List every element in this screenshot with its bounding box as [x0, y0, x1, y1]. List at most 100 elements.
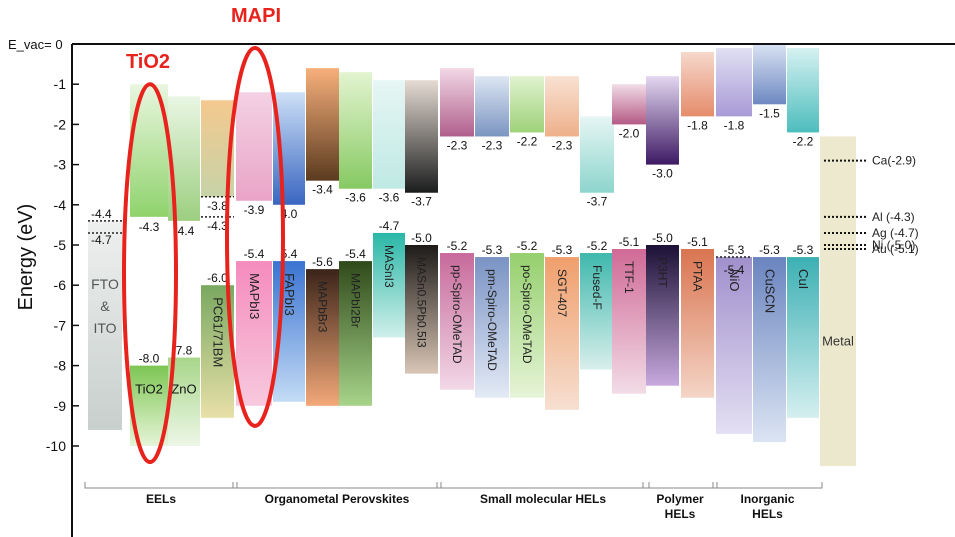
material-label-fapbi3: FAPbI3 [282, 273, 297, 316]
material-label-po-spiro-ometad: po-Spiro-OMeTAD [520, 265, 534, 364]
conduction-band-fused-f [580, 116, 614, 193]
valence-band-cui [787, 257, 819, 418]
value-label-layer: -4.4 -4.7 -4.3 -8.0 -4.4 7.8 -3.8 -6.0 -4.3 -3.9 -… [91, 106, 919, 365]
conduction-band-pm-spiro-ometad [475, 76, 509, 137]
lumo-label-p3ht: -3.0 [652, 167, 673, 181]
metal-label: Al (-4.3) [872, 210, 915, 224]
conduction-band-p3ht [646, 76, 679, 165]
y-tick-label: -4 [54, 197, 67, 213]
homo-label-pm-spiro-ometad: -5.3 [482, 243, 503, 257]
lumo-label-cuscn: -1.5 [759, 106, 780, 120]
conduction-band-mapbi3 [236, 92, 272, 201]
conduction-band-sgt-407 [545, 76, 579, 137]
conduction-band-ptaa [681, 52, 714, 117]
group-label-organometal-perovskites: Organometal Perovskites [265, 492, 410, 506]
lumo-label-ptaa: -1.8 [687, 118, 708, 132]
y-tick-label: -1 [54, 76, 67, 92]
mapi-highlight-ellipse [225, 46, 285, 428]
valence-band-mapbi3 [236, 261, 272, 406]
y-tick-label: -7 [54, 317, 67, 333]
tio2-highlight-ellipse [122, 82, 178, 465]
lumo-label-zno: -4.4 [174, 224, 195, 238]
homo-label-masni3: -4.7 [379, 219, 400, 233]
band-metal [820, 136, 856, 467]
homo-label-pp-spiro-ometad: -5.2 [447, 239, 468, 253]
value-label: -4.4 [91, 207, 112, 221]
group-label-polymer-hels: Polymer HELs [656, 492, 704, 521]
material-label-mapbi2br: MAPbI2Br [349, 273, 363, 328]
lumo-label-mapbi2br: -3.6 [345, 191, 366, 205]
lumo-label-pm-spiro-ometad: -2.3 [482, 138, 503, 152]
homo-label-sgt-407: -5.3 [552, 243, 573, 257]
material-label-layer: FTO & ITO TiO2 ZnO PC61/71BM MAPbI3 FAPbI3 MAPbB… [91, 245, 854, 397]
conduction-band-fapbi3 [273, 92, 305, 205]
lumo-label-po-spiro-ometad: -2.2 [517, 134, 538, 148]
homo-label-mapbbr3: -5.6 [312, 255, 333, 269]
band-layer [88, 44, 868, 467]
homo-label-mapbi2br: -5.4 [345, 247, 366, 261]
valence-band-ptaa [681, 249, 714, 398]
annotation-layer: TiO2 MAPI [122, 5, 285, 465]
conduction-band-mapbi2br [339, 72, 372, 189]
valence-band-nio [716, 257, 752, 434]
homo-label-p3ht: -5.0 [652, 231, 673, 245]
value-label: -4.7 [91, 233, 112, 247]
y-tick-label: -3 [54, 157, 67, 173]
lumo2-label-pc61-71bm: -4.3 [207, 219, 228, 233]
valence-band-masni3 [373, 232, 405, 338]
lumo-label-nio: -1.8 [724, 118, 745, 132]
material-label-mapbbr3: MAPbBr3 [316, 281, 330, 333]
lumo-label-mapbbr3: -3.4 [312, 183, 333, 197]
material-label-pp-spiro-ometad: pp-Spiro-OMeTAD [450, 265, 464, 364]
material-label-cuscn: CuSCN [763, 269, 778, 313]
band-fto-ito [88, 220, 122, 430]
valence-band-ttf-1 [612, 249, 646, 394]
material-label-fto-ito: FTO & ITO [91, 276, 119, 336]
material-label-tio2: TiO2 [135, 382, 163, 397]
valence-band-masn0-5pb0-5i3 [405, 245, 438, 374]
material-label-cui: CuI [796, 269, 811, 289]
material-label-p3ht: P3HT [656, 257, 670, 288]
homo-label-po-spiro-ometad: -5.2 [517, 239, 538, 253]
material-label-masni3: MASnI3 [382, 245, 396, 288]
group-bracket-inorganic-hels [712, 482, 823, 489]
lumo-label-sgt-407: -2.3 [552, 138, 573, 152]
y-tick-label: -9 [54, 398, 67, 414]
lumo-label-mapbi3: -3.9 [244, 203, 265, 217]
conduction-band-masni3 [373, 80, 405, 189]
homo-label-pc61-71bm: -6.0 [207, 271, 228, 285]
lumo-label-tio2: -4.3 [139, 220, 160, 234]
homo-label-ttf-1: -5.1 [619, 235, 640, 249]
group-layer: EELs Organometal Perovskites Small molecul… [84, 482, 823, 521]
conduction-band-mapbbr3 [306, 68, 339, 181]
homo-label-zno: 7.8 [176, 344, 193, 358]
material-label-sgt-407: SGT-407 [555, 269, 569, 317]
material-label-pc61-71bm: PC61/71BM [211, 297, 226, 367]
group-bracket-organometal-perovskites [232, 482, 442, 489]
metal-label: Au (-5.1) [872, 242, 919, 256]
mapi-annotation-label: MAPI [231, 5, 281, 27]
homo2-label-nio: -5.4 [724, 263, 745, 277]
conduction-band-masn0-5pb0-5i3 [405, 80, 438, 193]
group-bracket-eels [84, 482, 238, 489]
tio2-annotation-label: TiO2 [126, 51, 170, 73]
valence-band-cuscn [753, 257, 786, 442]
homo-label-ptaa: -5.1 [687, 235, 708, 249]
axis-layer: -1 -2 -3 -4 -5 -6 -7 -8 -9 -10 E_vac= 0 Energy (eV) [8, 37, 955, 537]
lumo-label-pp-spiro-ometad: -2.3 [447, 138, 468, 152]
valence-band-p3ht [646, 245, 679, 386]
y-tick-label: -6 [54, 277, 67, 293]
valence-band-sgt-407 [545, 257, 579, 410]
lumo-label-ttf-1: -2.0 [619, 126, 640, 140]
metal-label: Ni (-5.0) [872, 238, 915, 252]
lumo-label-masn0-5pb0-5i3: -3.7 [411, 195, 432, 209]
lumo-label-fused-f: -3.7 [587, 195, 608, 209]
valence-band-pm-spiro-ometad [475, 257, 509, 398]
lumo-label-cui: -2.2 [793, 134, 814, 148]
valence-band-fused-f [580, 253, 614, 370]
material-label-nio: NiO [727, 269, 742, 291]
homo-label-tio2: -8.0 [139, 352, 160, 366]
material-label-pm-spiro-ometad: pm-Spiro-OMeTAD [485, 269, 499, 371]
group-label-inorganic-hels: Inorganic HELs [740, 492, 794, 521]
